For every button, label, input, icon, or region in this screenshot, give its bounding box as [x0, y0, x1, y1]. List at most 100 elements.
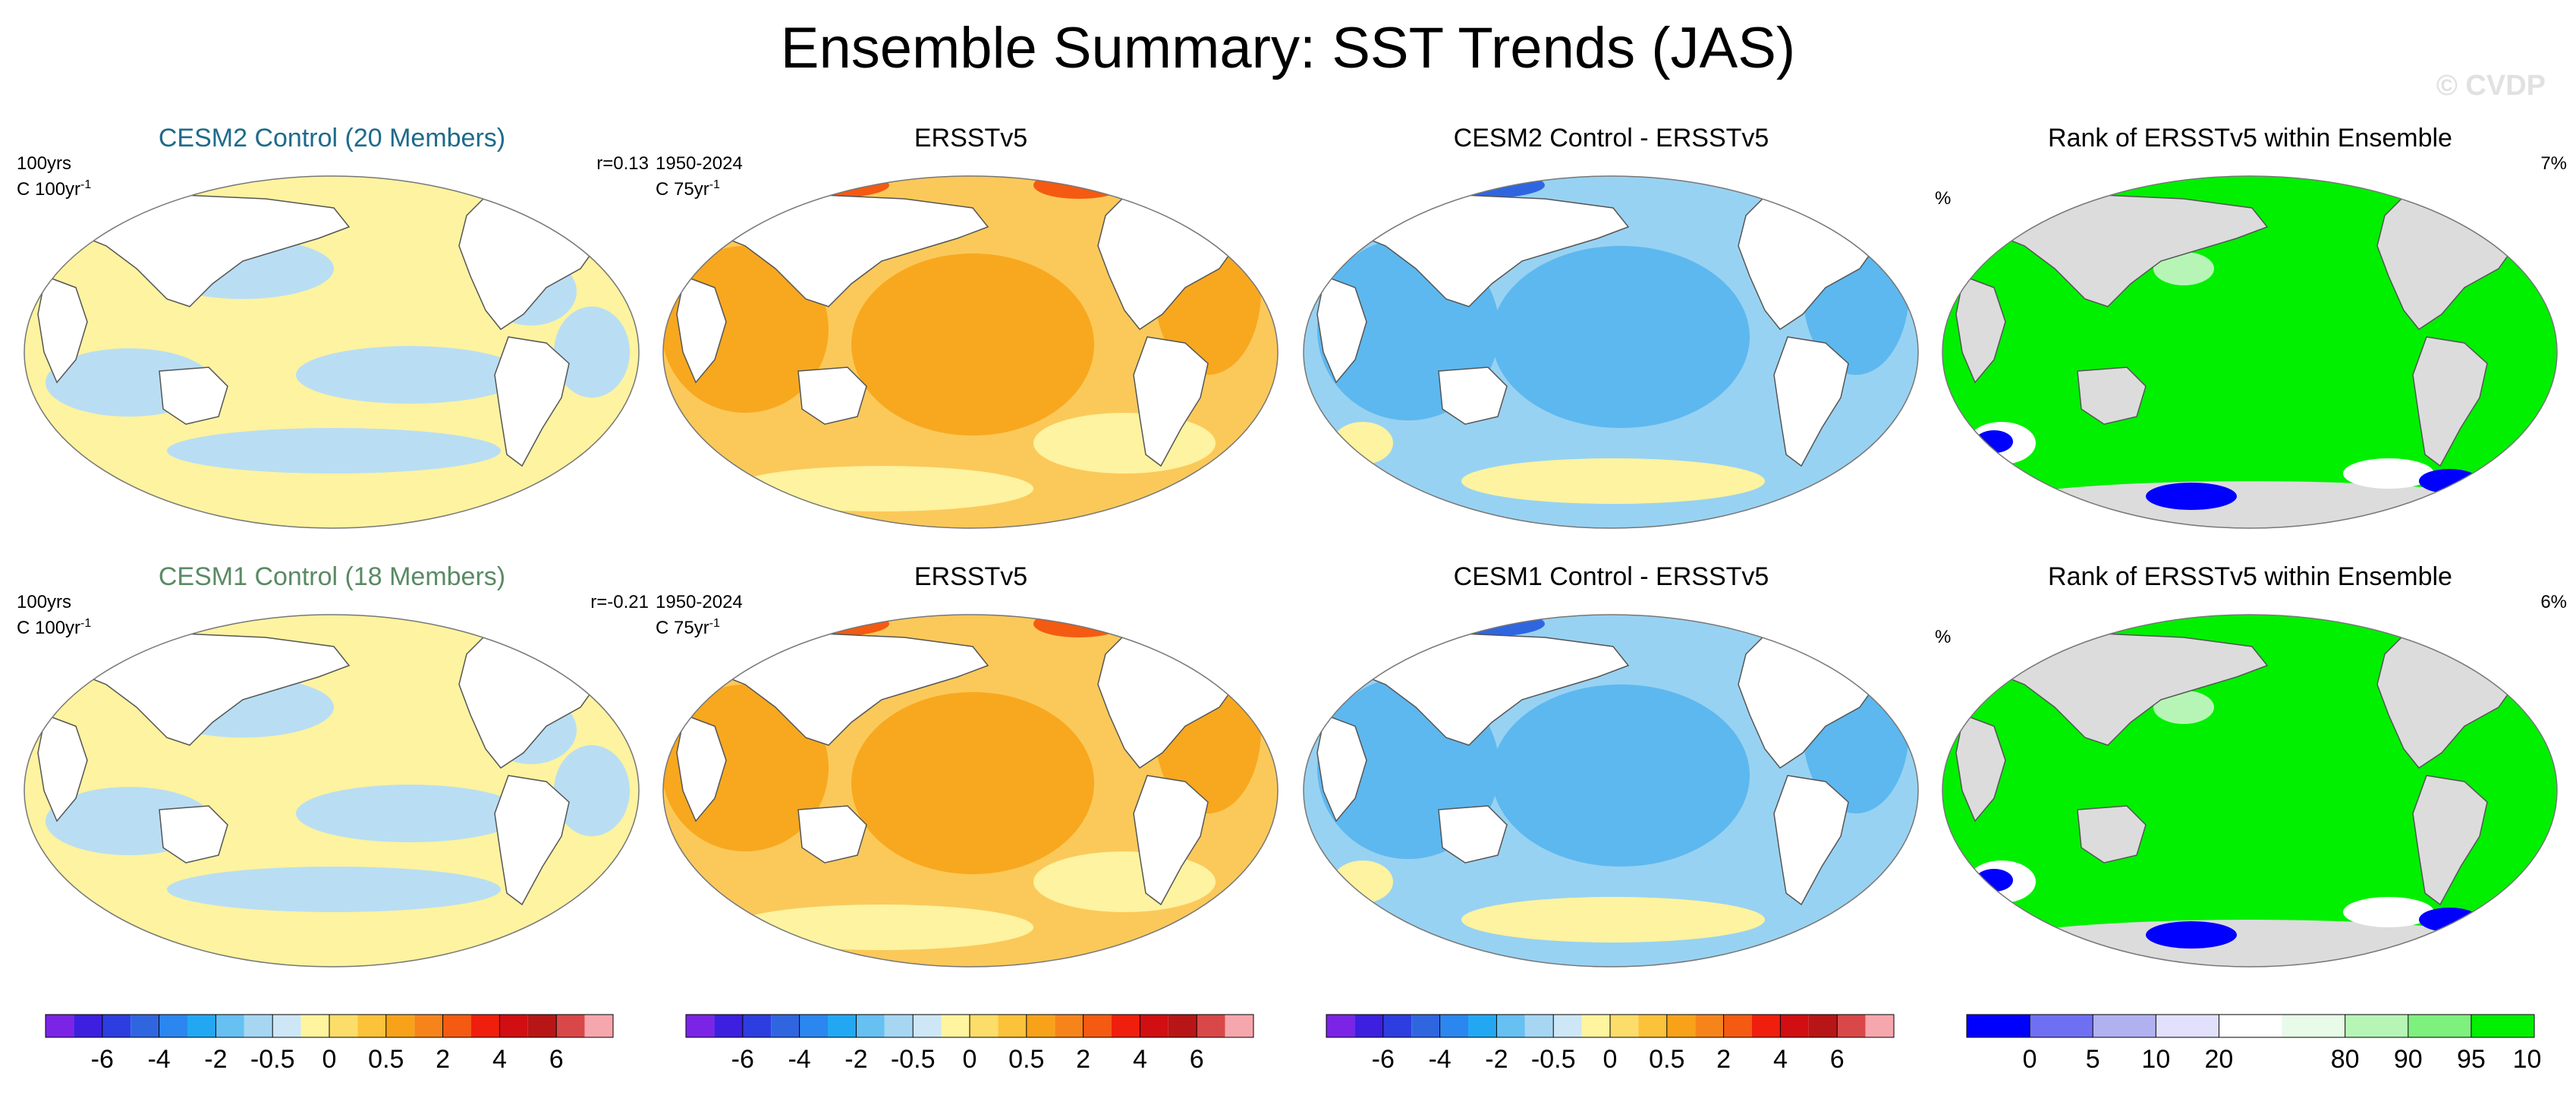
units-exponent: -1 [709, 178, 720, 191]
panel-title: CESM1 Control - ERSSTv5 [1453, 562, 1769, 591]
trend-colorbar-swatch [742, 1015, 772, 1037]
map-border [662, 614, 1279, 968]
trend-colorbar-tick-label: -6 [1372, 1045, 1395, 1074]
sst-region [2343, 897, 2434, 927]
trend-colorbar-swatch [1553, 1015, 1582, 1037]
sst-region [2153, 691, 2214, 724]
map-border [1303, 175, 1919, 529]
trend-colorbar-swatch [1638, 1015, 1667, 1037]
trend-colorbar-tick-label: 0.5 [1649, 1045, 1684, 1074]
units-text: C 100yr [17, 179, 81, 200]
sst-region [2419, 469, 2480, 493]
world-map-model [24, 614, 640, 968]
trend-colorbar-tick-label: -2 [204, 1045, 227, 1074]
trend-colorbar-swatch [1439, 1015, 1468, 1037]
trend-colorbar-swatch [215, 1015, 244, 1037]
trend-colorbar-swatch [442, 1015, 471, 1037]
trend-colorbar-tick-label: 6 [1830, 1045, 1845, 1074]
trend-colorbar-swatch [471, 1015, 500, 1037]
sst-region [1492, 246, 1750, 428]
sst-region [2343, 458, 2434, 489]
units-text: C 75yr [656, 618, 709, 638]
panel-diff-row2: CESM1 Control - ERSSTv5 [1294, 560, 1928, 985]
colorbar-svg: 0 5 10 20 80 90 95 100 [1966, 1014, 2540, 1074]
period-units-label: 1950-2024 C 75yr-1 [656, 153, 743, 200]
ocean-field [1304, 176, 1918, 528]
land-mass [1955, 275, 2006, 384]
map-border [662, 175, 1279, 529]
percent-label: % [1935, 188, 1952, 209]
land-mass [68, 632, 351, 746]
trend-colorbar-tick-label: 0 [322, 1045, 337, 1074]
rank-colorbar-swatch [2471, 1015, 2534, 1037]
trend-colorbar-swatch [1581, 1015, 1610, 1037]
period-units-label: 1950-2024 C 75yr-1 [656, 592, 743, 639]
trend-colorbar-tick-label: -0.5 [1531, 1045, 1576, 1074]
trend-colorbar-tick-label: -0.5 [891, 1045, 936, 1074]
land-mass [599, 637, 631, 678]
rank-colorbar-swatch [2093, 1015, 2156, 1037]
trend-colorbar-swatch [771, 1015, 800, 1037]
trend-colorbar-tick-label: -2 [845, 1045, 867, 1074]
trend-colorbar-swatch [1837, 1015, 1866, 1037]
trend-colorbar-swatch [799, 1015, 828, 1037]
units-exponent: -1 [709, 617, 720, 630]
trend-colorbar-swatch [1752, 1015, 1781, 1037]
percent-label: % [1935, 627, 1952, 647]
land-mass [706, 194, 989, 307]
trend-colorbar-swatch [1723, 1015, 1752, 1037]
panel-title: Rank of ERSSTv5 within Ensemble [2048, 562, 2452, 591]
trend-colorbar-swatch [1808, 1015, 1838, 1037]
trend-colorbar-tick-label: 0 [1603, 1045, 1618, 1074]
sst-region [2146, 483, 2237, 510]
sst-region [1332, 861, 1393, 903]
trend-colorbar-swatch [1695, 1015, 1724, 1037]
period-label: 1950-2024 [656, 592, 743, 612]
map-border [1942, 175, 2558, 529]
sst-region [1961, 481, 2538, 528]
land-mass [1133, 775, 1209, 906]
trend-colorbar-tick-label: 4 [1773, 1045, 1788, 1074]
sst-region [1033, 413, 1216, 474]
trend-colorbar-swatch [941, 1015, 970, 1037]
sst-region [167, 428, 501, 474]
land-mass [676, 713, 727, 823]
sst-region [554, 745, 630, 836]
trend-colorbar-swatch [1354, 1015, 1383, 1037]
sst-region [1408, 176, 1545, 199]
trend-colorbar-tick-label: -6 [731, 1045, 754, 1074]
trend-colorbar-swatch [884, 1015, 914, 1037]
ocean-field [663, 615, 1278, 967]
land-mass [494, 336, 570, 467]
trend-colorbar-swatch [1112, 1015, 1140, 1037]
trend-colorbar-swatch [584, 1015, 613, 1037]
units-text: C 100yr [17, 618, 81, 638]
period-units-label: 100yrs C 100yr-1 [17, 592, 91, 639]
land-mass [1238, 199, 1269, 239]
sst-region [554, 307, 630, 398]
sst-region [1461, 458, 1765, 504]
colorbar-svg: -6 -4 -2 -0.5 0 0.5 2 4 6 [45, 1014, 614, 1074]
trend-colorbar-swatch [856, 1015, 885, 1037]
land-mass [1955, 713, 2006, 823]
sst-region [1033, 851, 1216, 912]
rank-colorbar-tick-label: 95 [2457, 1045, 2486, 1074]
rank-percent-stat: 6% [2540, 592, 2567, 612]
trend-colorbar-swatch [828, 1015, 857, 1037]
trend-colorbar-swatch [998, 1015, 1027, 1037]
sst-region [851, 692, 1094, 874]
trend-colorbar-swatch [1055, 1015, 1084, 1037]
trend-colorbar-swatch [159, 1015, 187, 1037]
land-mass [1878, 199, 1910, 239]
rank-colorbar-swatch [2219, 1015, 2282, 1037]
units-label: C 75yr-1 [656, 613, 743, 639]
land-mass [37, 275, 88, 384]
panel-rank-row2: Rank of ERSSTv5 within Ensemble % 6% [1933, 560, 2567, 985]
land-mass [676, 275, 727, 384]
rank-colorbar-tick-label: 100 [2513, 1045, 2540, 1074]
rank-colorbar-tick-label: 80 [2331, 1045, 2360, 1074]
sst-region [851, 253, 1094, 436]
world-map-obs [662, 614, 1279, 968]
world-map-obs [662, 175, 1279, 529]
trend-colorbar-tick-label: -6 [91, 1045, 114, 1074]
